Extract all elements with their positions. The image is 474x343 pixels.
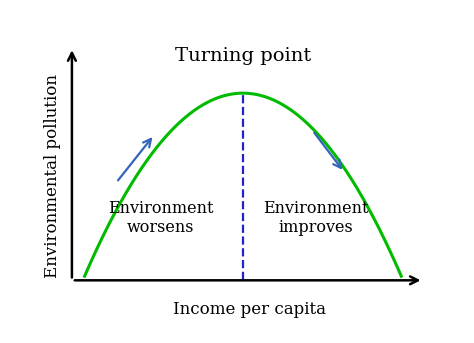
Text: Environment
worsens: Environment worsens bbox=[108, 200, 213, 236]
Text: Environmental pollution: Environmental pollution bbox=[45, 74, 62, 278]
Text: Turning point: Turning point bbox=[175, 47, 311, 66]
Text: Income per capita: Income per capita bbox=[173, 301, 326, 318]
Text: Environment
improves: Environment improves bbox=[263, 200, 368, 236]
